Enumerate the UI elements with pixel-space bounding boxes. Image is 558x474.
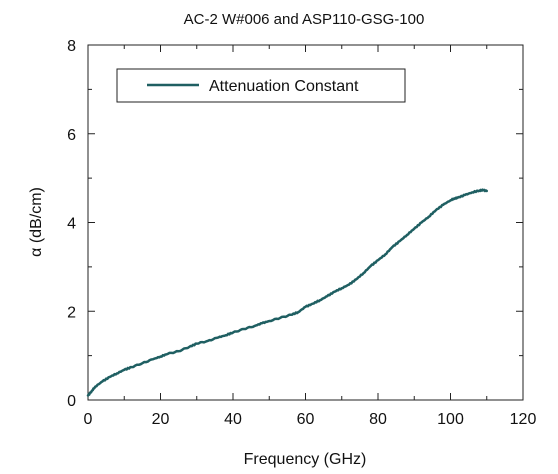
x-tick-label: 60 <box>297 411 315 428</box>
x-tick-label: 0 <box>84 411 93 428</box>
y-axis-label: α (dB/cm) <box>28 187 45 257</box>
y-tick-label: 6 <box>67 127 76 144</box>
x-tick-labels: 0 20 40 60 80 100 120 <box>84 411 537 428</box>
x-tick-label: 40 <box>224 411 242 428</box>
legend-label: Attenuation Constant <box>209 78 359 95</box>
y-tick-label: 8 <box>67 38 76 55</box>
x-tick-label: 20 <box>152 411 170 428</box>
chart-title: AC-2 W#006 and ASP110-GSG-100 <box>184 11 425 28</box>
y-tick-label: 2 <box>67 304 76 321</box>
x-tick-label: 120 <box>510 411 537 428</box>
legend: Attenuation Constant <box>116 68 406 103</box>
x-tick-label: 100 <box>437 411 464 428</box>
y-tick-label: 0 <box>67 393 76 410</box>
x-axis-label: Frequency (GHz) <box>244 451 367 468</box>
y-tick-labels: 0 2 4 6 8 <box>67 38 76 410</box>
y-tick-label: 4 <box>67 216 76 233</box>
series-line-attenuation-constant <box>86 188 488 397</box>
x-tick-label: 80 <box>369 411 387 428</box>
axis-ticks <box>87 44 524 401</box>
